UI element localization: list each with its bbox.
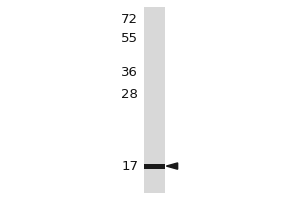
Text: 36: 36 xyxy=(121,66,138,79)
Text: 17: 17 xyxy=(121,160,138,173)
Bar xyxy=(144,164,165,169)
Text: 72: 72 xyxy=(121,13,138,26)
Text: 28: 28 xyxy=(121,88,138,101)
Bar xyxy=(144,7,165,193)
Text: 55: 55 xyxy=(121,32,138,45)
Polygon shape xyxy=(166,163,178,169)
